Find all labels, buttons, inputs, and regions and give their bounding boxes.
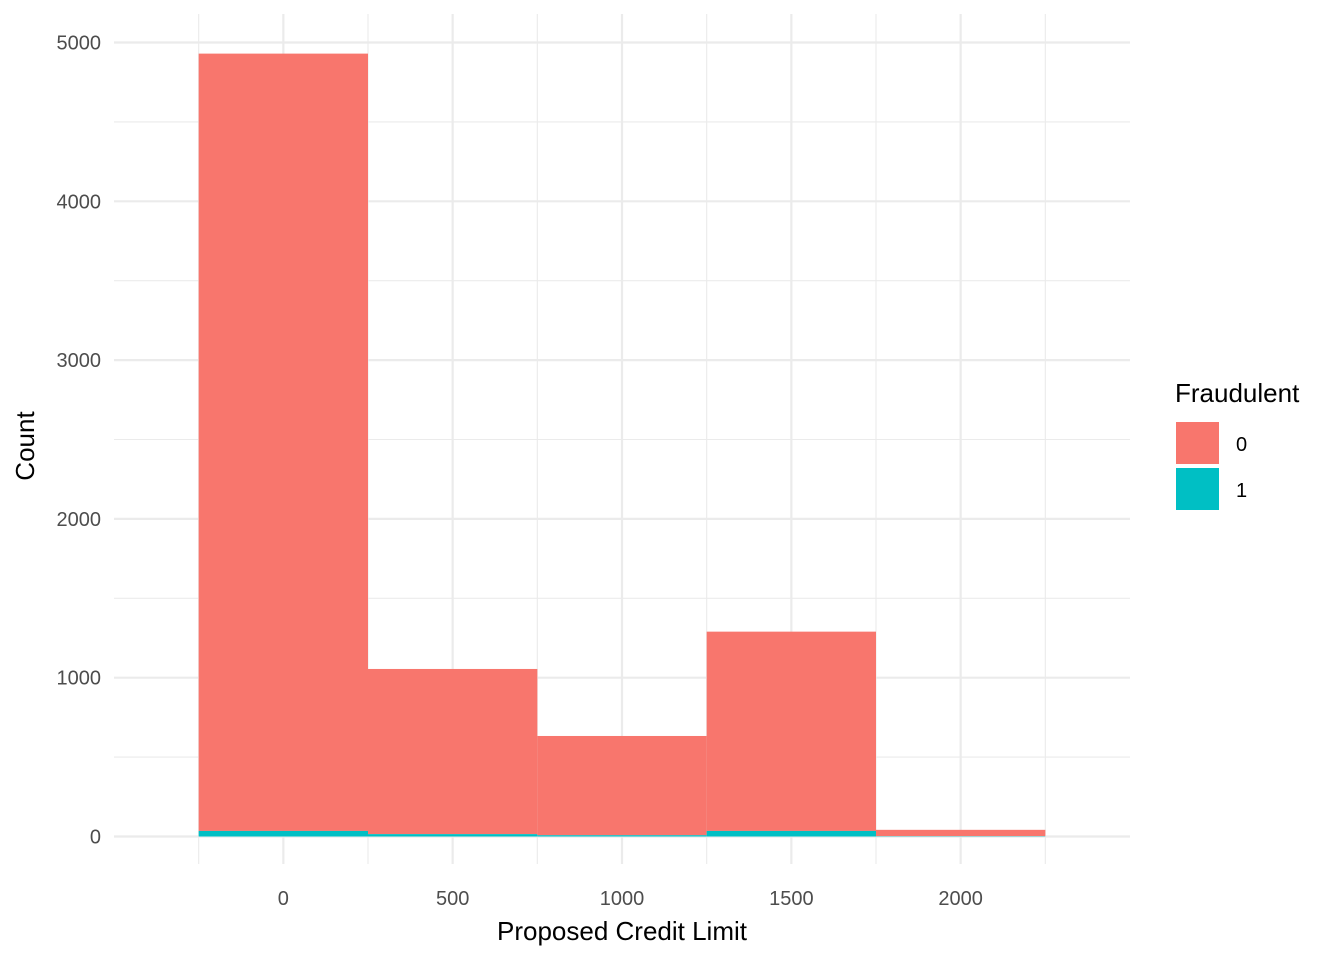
legend: Fraudulent 01 [1175, 378, 1300, 510]
x-tick-label: 0 [278, 888, 289, 910]
bar-fraudulent-1 [537, 835, 707, 837]
x-tick-label: 1500 [769, 888, 814, 910]
bar-fraudulent-0 [537, 735, 707, 836]
y-axis-title: Count [10, 411, 40, 481]
y-tick-label: 1000 [57, 668, 102, 690]
y-tick-label: 4000 [57, 191, 102, 213]
x-tick-label: 1000 [600, 888, 645, 910]
bar-fraudulent-0 [876, 829, 1046, 837]
bar-fraudulent-1 [368, 834, 538, 837]
legend-items: 01 [1176, 422, 1247, 510]
bar-fraudulent-0 [706, 631, 876, 831]
bar-fraudulent-1 [706, 830, 876, 837]
bar-fraudulent-0 [368, 668, 538, 835]
x-tick-label: 500 [436, 888, 469, 910]
bars [198, 53, 1046, 837]
legend-label-0: 0 [1236, 434, 1247, 456]
x-axis-tick-labels: 0 500 1000 1500 2000 [278, 888, 983, 910]
x-tick-label: 2000 [938, 888, 983, 910]
x-axis-title: Proposed Credit Limit [497, 916, 748, 946]
bar-fraudulent-1 [198, 830, 368, 837]
y-tick-label: 2000 [57, 509, 102, 531]
y-tick-label: 5000 [57, 33, 102, 55]
y-tick-label: 0 [90, 827, 101, 849]
legend-label-1: 1 [1236, 480, 1247, 502]
y-axis-tick-labels: 0 1000 2000 3000 4000 5000 [57, 33, 102, 849]
y-tick-label: 3000 [57, 350, 102, 372]
legend-key-0 [1176, 422, 1219, 464]
bar-fraudulent-0 [198, 53, 368, 831]
legend-key-1 [1176, 468, 1219, 510]
legend-title: Fraudulent [1175, 378, 1300, 408]
